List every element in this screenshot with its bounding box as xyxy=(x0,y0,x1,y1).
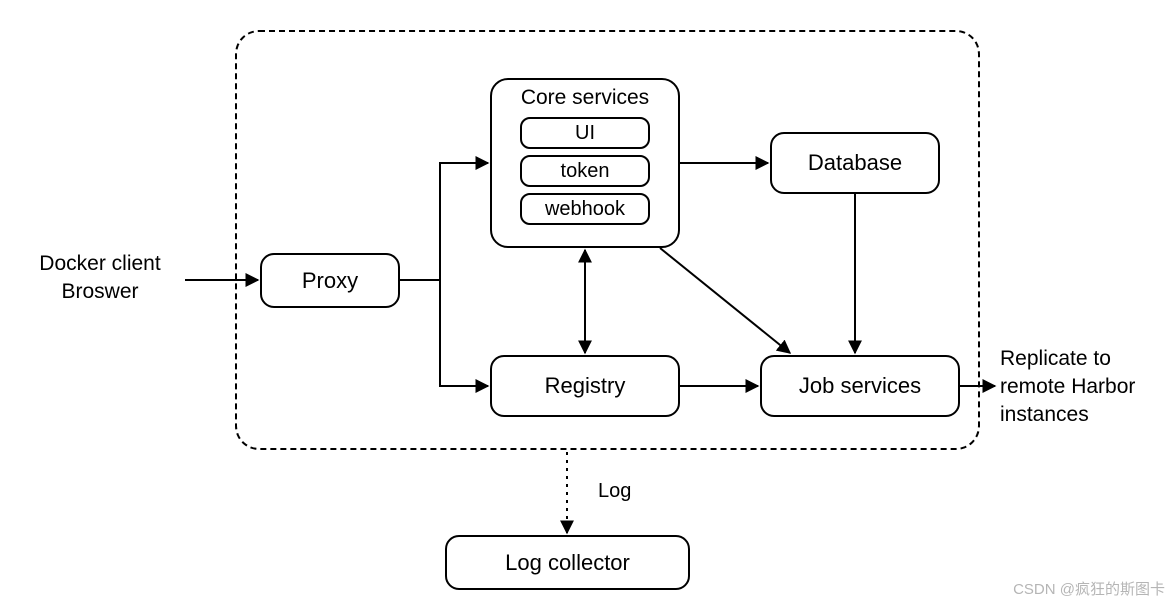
log-edge-label: Log xyxy=(598,480,631,503)
core-webhook-label: webhook xyxy=(545,198,625,221)
job-services-label: Job services xyxy=(799,373,921,399)
core-token-label: token xyxy=(561,160,610,183)
database-label: Database xyxy=(808,150,902,176)
log-collector-label: Log collector xyxy=(505,550,630,576)
replicate-label: Replicate to remote Harbor instances xyxy=(1000,345,1175,429)
client-label: Docker client Broswer xyxy=(20,250,180,306)
watermark: CSDN @疯狂的斯图卡 xyxy=(1013,578,1165,599)
proxy-node: Proxy xyxy=(260,253,400,308)
core-services-title: Core services xyxy=(521,86,649,110)
log-collector-node: Log collector xyxy=(445,535,690,590)
job-services-node: Job services xyxy=(760,355,960,417)
proxy-label: Proxy xyxy=(302,268,358,294)
core-ui-label: UI xyxy=(575,122,595,145)
registry-node: Registry xyxy=(490,355,680,417)
registry-label: Registry xyxy=(545,373,626,399)
core-ui-node: UI xyxy=(520,117,650,149)
database-node: Database xyxy=(770,132,940,194)
core-services-node: Core services UI token webhook xyxy=(490,78,680,248)
core-token-node: token xyxy=(520,155,650,187)
diagram-canvas: Docker client Broswer Proxy Core service… xyxy=(0,0,1175,605)
core-webhook-node: webhook xyxy=(520,193,650,225)
